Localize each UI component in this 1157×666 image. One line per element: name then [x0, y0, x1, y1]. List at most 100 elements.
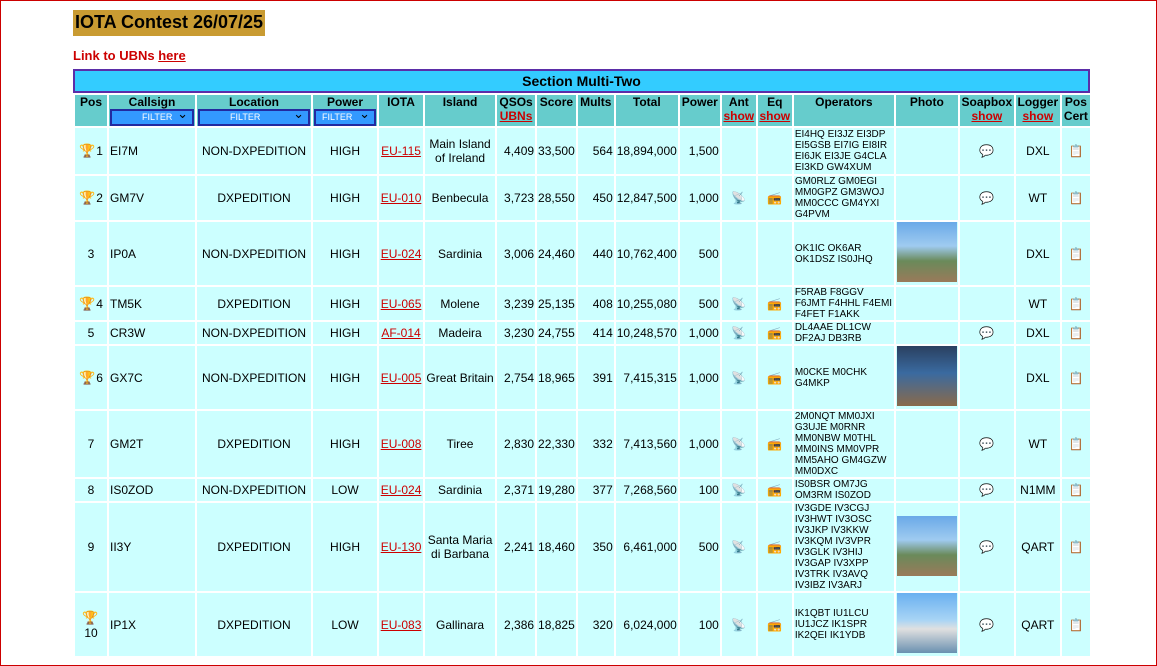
eq-show-link[interactable]: show	[759, 109, 791, 123]
iota-link[interactable]: EU-010	[380, 191, 422, 205]
speech-bubble-icon[interactable]: 💬	[979, 326, 995, 340]
station-photo[interactable]	[896, 222, 957, 282]
radio-icon[interactable]: 📻	[767, 483, 783, 497]
certificate-icon[interactable]: 📋	[1068, 246, 1084, 261]
antenna-icon[interactable]: 📡	[731, 617, 747, 632]
power-category-cell: HIGH	[313, 222, 378, 285]
photo-cell	[895, 176, 958, 220]
speech-bubble-icon[interactable]: 💬	[979, 540, 995, 554]
ubn-here-link[interactable]: here	[158, 48, 186, 63]
certificate-icon[interactable]: 📋	[1068, 296, 1084, 311]
antenna-icon[interactable]: 📡	[731, 483, 747, 497]
iota-link[interactable]: EU-083	[380, 617, 422, 632]
table-row: 🏆2 GM7V DXPEDITION HIGH EU-010 Benbecula 3,723…	[75, 176, 1090, 220]
logger-show-link[interactable]: show	[1022, 109, 1054, 123]
pos-cell: 🏆4	[75, 287, 107, 320]
antenna-icon[interactable]: 📡	[731, 191, 747, 205]
logger-cell: WT	[1015, 176, 1060, 220]
certificate-icon[interactable]: 📋	[1068, 437, 1084, 451]
col-total: Total	[615, 95, 678, 126]
certificate-icon[interactable]: 📋	[1068, 326, 1084, 340]
radio-icon[interactable]: 📻	[767, 296, 783, 311]
antenna-icon[interactable]: 📡	[731, 540, 747, 554]
operators-cell: IK1QBT IU1LCU IU1JCZ IK1SPR IK2QEI IK1YD…	[793, 593, 894, 656]
page-title: IOTA Contest 26/07/25	[73, 10, 266, 36]
soapbox-show-link[interactable]: show	[971, 109, 1003, 123]
power-filter-select[interactable]: FILTER	[314, 107, 377, 126]
mults-cell: 320	[577, 593, 614, 656]
score-cell: 28,550	[537, 176, 576, 220]
trophy-icon: 🏆	[82, 609, 99, 625]
station-photo[interactable]	[896, 593, 957, 653]
iota-cell: EU-024	[379, 222, 424, 285]
radio-icon[interactable]: 📻	[767, 437, 783, 451]
pos-value: 5	[87, 326, 95, 340]
radio-icon[interactable]: 📻	[767, 617, 783, 632]
iota-link[interactable]: EU-024	[380, 483, 422, 497]
speech-bubble-icon[interactable]: 💬	[979, 483, 995, 497]
power-category-cell: HIGH	[313, 287, 378, 320]
mults-cell: 408	[577, 287, 614, 320]
pos-value: 6	[96, 370, 103, 385]
pos-cert-cell: 📋	[1061, 593, 1090, 656]
certificate-icon[interactable]: 📋	[1068, 191, 1084, 205]
radio-icon[interactable]: 📻	[767, 326, 783, 340]
iota-link[interactable]: EU-024	[380, 246, 422, 261]
speech-bubble-icon[interactable]: 💬	[979, 437, 995, 451]
logger-cell: WT	[1015, 411, 1060, 477]
ant-cell: 📡	[721, 322, 756, 344]
pos-cert-cell: 📋	[1061, 322, 1090, 344]
iota-cell: EU-010	[379, 176, 424, 220]
logger-cell: N1MM	[1015, 479, 1060, 501]
iota-link[interactable]: EU-065	[380, 296, 422, 311]
location-cell: DXPEDITION	[197, 176, 312, 220]
total-cell: 7,268,560	[615, 479, 678, 501]
iota-link[interactable]: EU-130	[380, 540, 422, 554]
speech-bubble-icon[interactable]: 💬	[979, 144, 995, 158]
iota-cell: EU-024	[379, 479, 424, 501]
iota-link[interactable]: AF-014	[381, 326, 421, 340]
antenna-icon[interactable]: 📡	[731, 437, 747, 451]
score-cell: 25,135	[537, 287, 576, 320]
radio-icon[interactable]: 📻	[767, 540, 783, 554]
station-photo[interactable]	[896, 515, 957, 576]
pos-value: 9	[87, 540, 95, 554]
certificate-icon[interactable]: 📋	[1068, 144, 1084, 158]
certificate-icon[interactable]: 📋	[1068, 370, 1084, 385]
certificate-icon[interactable]: 📋	[1068, 483, 1084, 497]
callsign-filter-select[interactable]: FILTER	[110, 107, 195, 126]
location-filter-select[interactable]: FILTER	[198, 107, 311, 126]
speech-bubble-icon[interactable]: 💬	[979, 617, 995, 632]
antenna-icon[interactable]: 📡	[731, 370, 747, 385]
antenna-icon[interactable]: 📡	[731, 296, 747, 311]
location-cell: DXPEDITION	[197, 411, 312, 477]
station-photo[interactable]	[896, 346, 957, 406]
iota-link[interactable]: EU-008	[380, 437, 422, 451]
soapbox-cell	[959, 222, 1014, 285]
mults-cell: 332	[577, 411, 614, 477]
soapbox-cell: 💬	[959, 128, 1014, 174]
speech-bubble-icon[interactable]: 💬	[979, 191, 995, 205]
operators-cell: DL4AAE DL1CW DF2AJ DB3RB	[793, 322, 894, 344]
radio-icon[interactable]: 📻	[767, 370, 783, 385]
callsign-cell: II3Y	[109, 503, 196, 591]
certificate-icon[interactable]: 📋	[1068, 540, 1084, 554]
qsos-ubns-link[interactable]: UBNs	[499, 109, 533, 123]
antenna-icon[interactable]: 📡	[731, 326, 747, 340]
col-callsign: Callsign FILTER	[109, 95, 196, 126]
col-operators: Operators	[793, 95, 894, 126]
ant-show-link[interactable]: show	[723, 109, 755, 123]
radio-icon[interactable]: 📻	[767, 191, 783, 205]
photo-cell	[895, 346, 958, 409]
callsign-cell: GM7V	[109, 176, 196, 220]
qsos-cell: 2,386	[497, 593, 536, 656]
ant-cell: 📡	[721, 503, 756, 591]
iota-link[interactable]: EU-005	[380, 370, 422, 385]
pos-value: 2	[96, 191, 103, 205]
col-power-category: Power FILTER	[313, 95, 378, 126]
iota-link[interactable]: EU-115	[381, 144, 421, 158]
total-cell: 10,762,400	[615, 222, 678, 285]
certificate-icon[interactable]: 📋	[1068, 617, 1084, 632]
